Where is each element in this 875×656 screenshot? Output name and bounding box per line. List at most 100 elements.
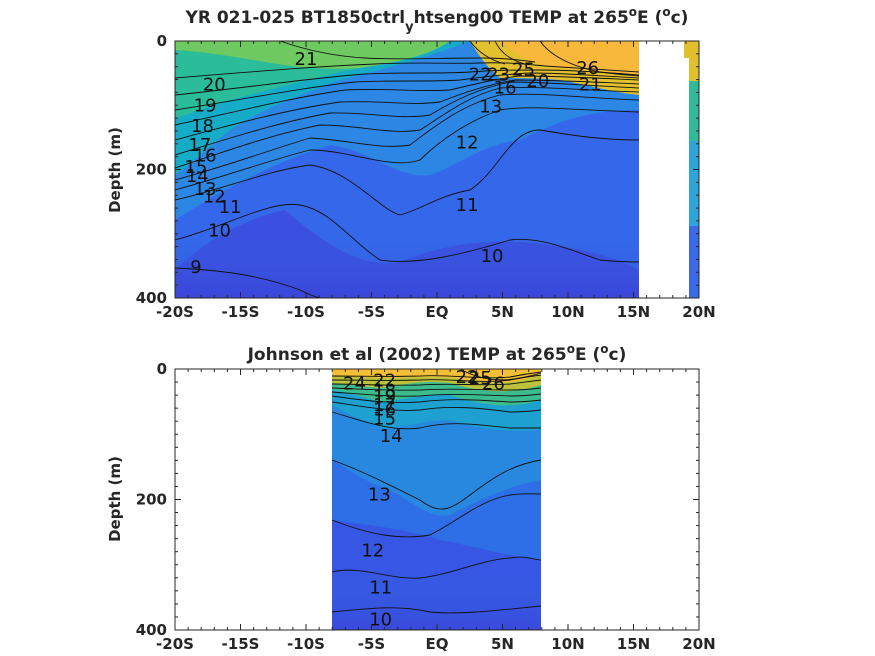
bottom-contour-label: 10 xyxy=(369,610,392,631)
top-y-tick-label: 200 xyxy=(136,161,167,179)
top-chart-title: YR 021-025 BT1850ctrlyhtseng00 TEMP at 2… xyxy=(185,5,689,35)
top-title-end: c) xyxy=(671,8,689,28)
bottom-contour-26 xyxy=(459,368,542,381)
bottom-contour-15 xyxy=(331,401,542,413)
top-contour-label: 11 xyxy=(219,197,242,218)
bottom-contour-22 xyxy=(331,374,542,382)
top-contour-label: 22 xyxy=(469,64,492,85)
top-contour-label: 16 xyxy=(194,145,217,166)
bottom-contour-label: 13 xyxy=(368,484,391,505)
top-contour-label: 26 xyxy=(576,58,599,79)
bottom-x-tick-label: 20N xyxy=(682,635,715,653)
top-contour-label: 20 xyxy=(203,75,226,96)
bottom-field-deep-fade xyxy=(332,570,541,630)
bottom-title-deg1: o xyxy=(567,342,575,356)
top-contour-label: 16 xyxy=(494,77,517,98)
top-field-deep-fade xyxy=(175,230,639,298)
bottom-contour-17 xyxy=(331,391,542,397)
top-contour-22 xyxy=(469,40,506,65)
top-contour-17 xyxy=(174,75,640,126)
bottom-contour-label: 17 xyxy=(373,395,396,416)
top-title-sub: y xyxy=(405,20,414,35)
svg-text:Johnson et al (2002) TEMP at 2: Johnson et al (2002) TEMP at 265oE (oc) xyxy=(247,342,627,365)
top-x-ticks: -20S -15S -10S -5S EQ 5N 10N 15N 20N xyxy=(156,41,716,321)
top-contour-label: 13 xyxy=(194,179,217,200)
bottom-title-end: c) xyxy=(609,345,627,365)
top-x-tick-label: -15S xyxy=(222,303,260,321)
top-field-band-26 xyxy=(500,41,639,75)
top-contour-label: 9 xyxy=(190,257,201,278)
bottom-x-tick-label: -10S xyxy=(287,635,325,653)
bottom-contour-14 xyxy=(331,411,541,430)
top-contour-lines xyxy=(174,40,640,299)
top-x-tick-label: 10N xyxy=(551,303,584,321)
bottom-title-deg2: o xyxy=(600,342,608,356)
bottom-contour-16 xyxy=(331,395,542,403)
top-contour-label: 12 xyxy=(456,133,479,154)
bottom-contour-label: 15 xyxy=(373,409,396,430)
top-contour-label: 15 xyxy=(185,157,208,178)
bottom-contour-label: 12 xyxy=(361,540,384,561)
top-y-tick-label: 0 xyxy=(157,32,167,50)
bottom-y-tick-label: 400 xyxy=(136,621,167,639)
top-contour-15 xyxy=(174,81,640,156)
top-contour-12 xyxy=(174,107,640,191)
top-title-deg1: o xyxy=(629,5,637,19)
top-colour-field xyxy=(175,41,699,298)
bottom-y-tick-label: 200 xyxy=(136,491,167,509)
bottom-y-tick-label: 0 xyxy=(157,360,167,378)
top-contour-18 xyxy=(174,72,640,111)
bottom-title-mid: E ( xyxy=(575,345,600,365)
top-field-notch xyxy=(645,41,684,58)
bottom-x-tick-label: 15N xyxy=(617,635,650,653)
top-contour-label: 20 xyxy=(526,71,549,92)
top-contour-label: 19 xyxy=(194,95,217,116)
bottom-title-main: Johnson et al (2002) TEMP at 265 xyxy=(247,345,567,365)
top-contour-label: 10 xyxy=(481,246,504,267)
bottom-x-tick-label: 10N xyxy=(551,635,584,653)
top-contour-19 xyxy=(174,69,640,96)
bottom-contour-label: 25 xyxy=(469,368,492,389)
top-x-tick-label: -10S xyxy=(287,303,325,321)
top-contour-label: 10 xyxy=(208,221,231,242)
top-contour-26 xyxy=(539,40,640,77)
top-y-ticks: 0 200 400 xyxy=(136,32,699,307)
top-title-after: htseng00 TEMP at 265 xyxy=(414,8,629,28)
top-y-tick-label: 400 xyxy=(136,289,167,307)
bottom-colour-field xyxy=(332,369,541,630)
top-contour-9 xyxy=(174,267,323,299)
top-x-tick-label: EQ xyxy=(426,303,449,321)
top-contour-16 xyxy=(174,79,640,141)
bottom-contour-label: 14 xyxy=(380,426,403,447)
top-title-mid: E ( xyxy=(637,8,662,28)
top-field-strip-gap2 xyxy=(689,226,699,298)
top-contour-label: 21 xyxy=(579,75,602,96)
bottom-x-tick-label: -15S xyxy=(222,635,260,653)
top-contour-label: 11 xyxy=(456,195,479,216)
top-contour-label: 17 xyxy=(188,135,211,156)
top-contour-11 xyxy=(174,129,640,216)
bottom-x-tick-label: 5N xyxy=(491,635,514,653)
bottom-contour-label: 11 xyxy=(369,578,392,599)
bottom-x-tick-label: -5S xyxy=(358,635,385,653)
top-contour-13 xyxy=(174,93,640,181)
bottom-contour-10 xyxy=(331,605,542,614)
top-contour-label: 23 xyxy=(487,64,510,85)
top-title-deg2: o xyxy=(662,5,670,19)
top-x-tick-label: 5N xyxy=(491,303,514,321)
bottom-contour-label: 22 xyxy=(456,367,479,388)
svg-text:YR 021-025 BT1850ctrlyhtseng00: YR 021-025 BT1850ctrlyhtseng00 TEMP at 2… xyxy=(185,5,689,35)
bottom-contour-12 xyxy=(331,493,542,538)
top-contour-label: 25 xyxy=(512,59,535,80)
top-contour-24 xyxy=(494,40,526,65)
top-y-axis-label: Depth (m) xyxy=(106,127,124,213)
top-x-tick-label: -20S xyxy=(156,303,194,321)
top-x-tick-label: -5S xyxy=(358,303,385,321)
top-field-band-21 xyxy=(175,41,450,69)
bottom-contour-13 xyxy=(331,459,542,510)
bottom-contour-18 xyxy=(331,387,542,391)
